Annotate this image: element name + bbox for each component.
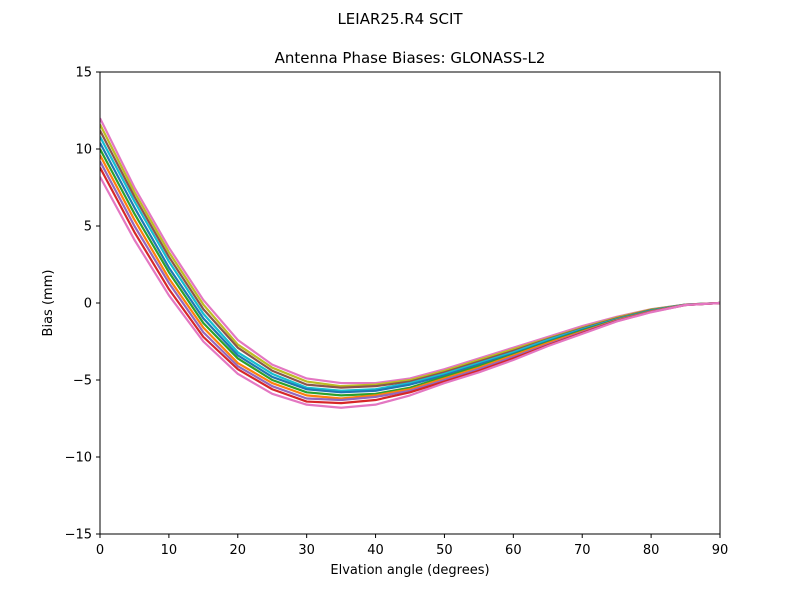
y-axis-label: Bias (mm) bbox=[41, 270, 56, 337]
series-line-3 bbox=[100, 130, 720, 389]
x-tick-label: 90 bbox=[712, 543, 729, 558]
series-line-2 bbox=[100, 123, 720, 388]
y-tick-label: −10 bbox=[65, 451, 92, 466]
x-tick-label: 0 bbox=[96, 543, 104, 558]
y-tick-label: 0 bbox=[84, 297, 92, 312]
y-tick-label: 15 bbox=[75, 66, 92, 81]
series-line-7 bbox=[100, 154, 720, 400]
x-tick-label: 80 bbox=[643, 543, 660, 558]
y-tick-label: −5 bbox=[73, 374, 92, 389]
x-tick-label: 10 bbox=[161, 543, 178, 558]
x-tick-label: 70 bbox=[574, 543, 591, 558]
series-line-10 bbox=[100, 176, 720, 409]
figure-suptitle: LEIAR25.R4 SCIT bbox=[337, 10, 463, 28]
x-tick-label: 30 bbox=[298, 543, 315, 558]
series-line-1 bbox=[100, 117, 720, 385]
x-tick-label: 60 bbox=[505, 543, 522, 558]
x-axis: 0 10 20 30 40 50 60 70 80 90 bbox=[96, 534, 728, 558]
x-tick-label: 20 bbox=[230, 543, 247, 558]
series-line-6 bbox=[100, 148, 720, 397]
series-group bbox=[100, 117, 720, 409]
series-line-5 bbox=[100, 142, 720, 394]
chart-title: Antenna Phase Biases: GLONASS-L2 bbox=[275, 49, 546, 67]
y-tick-label: 5 bbox=[84, 220, 92, 235]
series-line-4 bbox=[100, 136, 720, 392]
y-tick-label: −15 bbox=[65, 528, 92, 543]
x-axis-label: Elvation angle (degrees) bbox=[330, 563, 489, 578]
y-tick-label: 10 bbox=[75, 143, 92, 158]
x-tick-label: 50 bbox=[436, 543, 453, 558]
x-tick-label: 40 bbox=[367, 543, 384, 558]
series-line-8 bbox=[100, 160, 720, 402]
y-axis: −15 −10 −5 0 5 10 15 bbox=[65, 66, 100, 543]
